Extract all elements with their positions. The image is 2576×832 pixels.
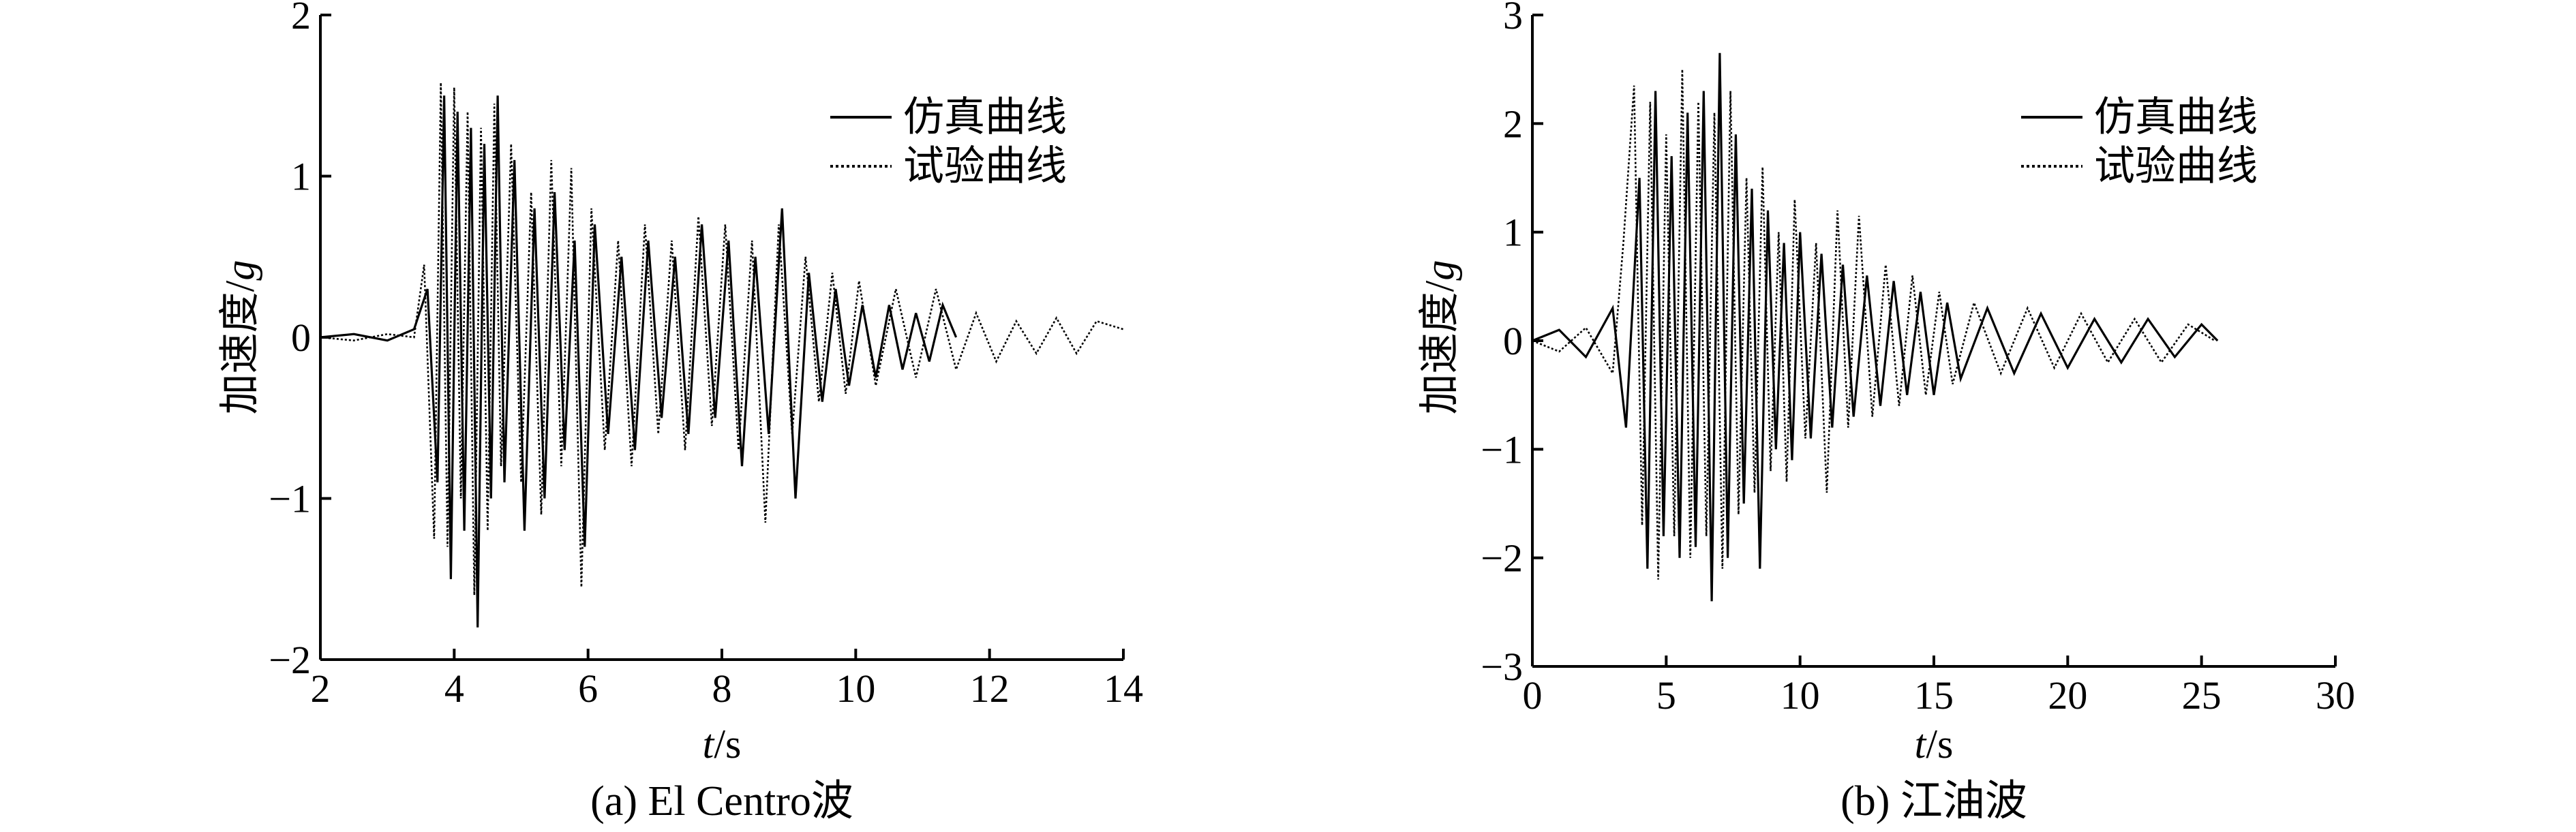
x-axis-title-var: t [1915, 722, 1927, 767]
y-ticks: −3 −2 −1 0 1 2 3 [1481, 0, 1543, 689]
x-tick-label: 10 [1781, 673, 1820, 718]
chart-caption: (b) 江油波 [1840, 778, 2027, 825]
plot-area [320, 82, 1124, 628]
x-tick-label: 2 [311, 666, 331, 711]
y-axis-title-text: 加速度/ [217, 280, 262, 414]
y-axis-title-text: 加速度/ [1417, 280, 1462, 414]
y-tick-label: 1 [1503, 211, 1523, 255]
legend: 仿真曲线 试验曲线 [830, 93, 1067, 190]
x-tick-label: 5 [1656, 673, 1676, 718]
y-tick-label: −2 [1481, 536, 1523, 581]
legend: 仿真曲线 试验曲线 [2021, 93, 2258, 190]
x-ticks: 0 5 10 15 20 25 30 [1523, 656, 2355, 718]
y-ticks: −2 −1 0 1 2 [269, 0, 331, 682]
y-tick-label: 0 [1503, 319, 1523, 363]
x-axis-title-unit: /s [1926, 722, 1953, 767]
x-tick-label: 0 [1523, 673, 1543, 718]
legend-label-sim: 仿真曲线 [2094, 93, 2258, 141]
y-tick-label: −1 [269, 477, 311, 521]
x-axis-title-var: t [703, 722, 715, 767]
y-tick-label: 2 [291, 0, 311, 37]
y-axis-title-unit: g [1417, 260, 1462, 281]
x-tick-label: 20 [2048, 673, 2087, 718]
x-tick-label: 15 [1914, 673, 1954, 718]
y-tick-label: 1 [291, 155, 311, 199]
legend-label-exp: 试验曲线 [2094, 142, 2258, 190]
y-tick-label: 2 [1503, 102, 1523, 146]
y-tick-label: 3 [1503, 0, 1523, 37]
x-tick-label: 14 [1104, 666, 1143, 711]
y-tick-label: −2 [269, 638, 311, 682]
x-axis-title-unit: /s [714, 722, 741, 767]
y-tick-label: −1 [1481, 427, 1523, 472]
plot-area [1532, 52, 2219, 602]
x-tick-label: 10 [836, 666, 875, 711]
y-axis-title-unit: g [217, 260, 262, 281]
x-ticks: 2 4 6 8 10 12 14 [311, 649, 1143, 711]
series-line-experiment [1532, 69, 2215, 580]
x-tick-label: 6 [578, 666, 598, 711]
legend-label-exp: 试验曲线 [903, 142, 1067, 190]
x-axis-title: t/s [703, 722, 742, 767]
x-tick-label: 25 [2182, 673, 2222, 718]
y-tick-label: −3 [1481, 645, 1523, 689]
y-axis-title: 加速度/g [1417, 260, 1462, 415]
x-tick-label: 30 [2316, 673, 2355, 718]
series-line-simulation [1532, 52, 2219, 602]
y-tick-label: 0 [291, 315, 311, 360]
x-tick-label: 12 [970, 666, 1010, 711]
legend-label-sim: 仿真曲线 [903, 93, 1067, 141]
series-line-experiment [320, 82, 1124, 596]
series-line-simulation [320, 95, 958, 628]
panel-b: −3 −2 −1 0 1 2 3 0 5 10 15 20 25 30 加速度/g t/s (b) 江油… [1417, 0, 2355, 825]
x-axis-title: t/s [1915, 722, 1954, 767]
y-axis-title: 加速度/g [217, 260, 262, 415]
x-tick-label: 4 [444, 666, 464, 711]
chart-caption: (a) El Centro波 [590, 778, 853, 825]
x-tick-label: 8 [712, 666, 732, 711]
